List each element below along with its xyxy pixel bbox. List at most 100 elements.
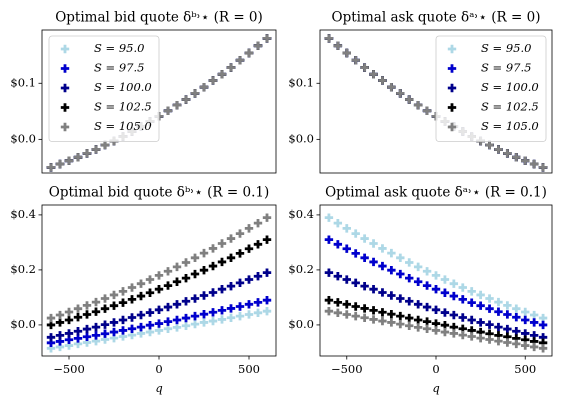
legend-marker	[60, 44, 70, 54]
legend-box	[48, 35, 160, 142]
marker	[538, 338, 548, 347]
marker	[503, 301, 512, 310]
marker	[181, 273, 191, 283]
marker	[181, 313, 191, 323]
marker	[244, 48, 254, 58]
marker	[378, 244, 387, 253]
marker	[512, 334, 521, 343]
marker	[109, 327, 119, 337]
marker	[342, 48, 351, 58]
marker	[253, 240, 263, 249]
y-tick-label: $0.0	[288, 317, 314, 331]
marker	[208, 244, 218, 253]
marker	[73, 334, 83, 343]
marker	[529, 342, 539, 352]
legend-marker	[60, 83, 70, 93]
marker	[458, 313, 467, 322]
marker	[333, 240, 343, 249]
marker	[476, 318, 485, 327]
marker	[342, 275, 351, 284]
marker	[333, 218, 343, 228]
legend-text: S = 95.0	[94, 41, 144, 55]
marker	[342, 224, 351, 233]
y-tick-label: $0.4	[10, 207, 36, 221]
marker	[413, 262, 423, 272]
marker	[333, 298, 343, 307]
marker	[262, 306, 272, 316]
legend-text: S = 105.0	[94, 119, 152, 133]
marker	[217, 306, 227, 315]
marker	[378, 308, 387, 317]
axes-frame	[41, 29, 277, 174]
marker	[413, 323, 423, 332]
marker	[244, 310, 254, 319]
marker	[422, 281, 432, 290]
marker	[369, 284, 378, 294]
marker	[413, 300, 423, 309]
marker	[100, 329, 110, 338]
marker	[467, 332, 476, 341]
marker	[387, 265, 396, 275]
marker	[235, 229, 245, 238]
marker	[449, 310, 459, 320]
legend-text: S = 97.5	[94, 61, 144, 75]
marker	[512, 339, 521, 349]
legend-text: S = 100.0	[94, 80, 152, 94]
marker	[46, 320, 56, 330]
marker	[431, 271, 441, 280]
marker	[217, 70, 227, 79]
marker	[46, 344, 56, 353]
marker	[208, 308, 218, 317]
marker	[413, 277, 423, 286]
marker	[163, 267, 173, 276]
legend-marker	[60, 122, 70, 132]
marker	[396, 253, 405, 263]
marker	[485, 304, 494, 313]
marker	[199, 83, 209, 92]
y-tick-label: $0.1	[288, 75, 314, 89]
marker	[413, 315, 423, 325]
marker	[369, 239, 378, 248]
marker	[449, 329, 459, 338]
marker	[503, 324, 512, 334]
marker	[199, 291, 209, 300]
marker	[396, 311, 405, 321]
legend-marker	[447, 44, 457, 54]
marker	[431, 326, 441, 335]
marker	[378, 76, 387, 85]
marker	[73, 304, 83, 313]
marker	[154, 271, 164, 280]
marker	[217, 315, 227, 324]
marker	[253, 298, 263, 307]
marker	[369, 306, 378, 315]
marker	[422, 324, 432, 333]
marker	[405, 95, 414, 104]
marker	[324, 235, 334, 244]
x-tick-label: −500	[331, 362, 363, 376]
marker	[82, 310, 92, 319]
marker	[82, 338, 92, 347]
marker	[163, 317, 173, 326]
marker	[199, 265, 209, 275]
marker	[82, 149, 92, 158]
marker	[190, 294, 200, 303]
marker	[405, 321, 414, 330]
legend-text: S = 102.5	[94, 100, 152, 114]
marker	[163, 302, 173, 312]
marker	[181, 297, 191, 306]
marker	[109, 318, 119, 327]
marker	[405, 297, 414, 306]
marker	[431, 305, 441, 314]
marker	[100, 335, 110, 344]
marker	[145, 275, 155, 284]
marker	[118, 315, 128, 325]
marker	[226, 313, 236, 322]
marker	[387, 318, 396, 327]
marker	[55, 331, 65, 340]
marker	[387, 291, 396, 300]
marker	[324, 213, 334, 222]
marker	[333, 308, 343, 318]
marker	[369, 315, 378, 324]
marker	[136, 322, 146, 332]
legend-marker	[60, 64, 70, 73]
